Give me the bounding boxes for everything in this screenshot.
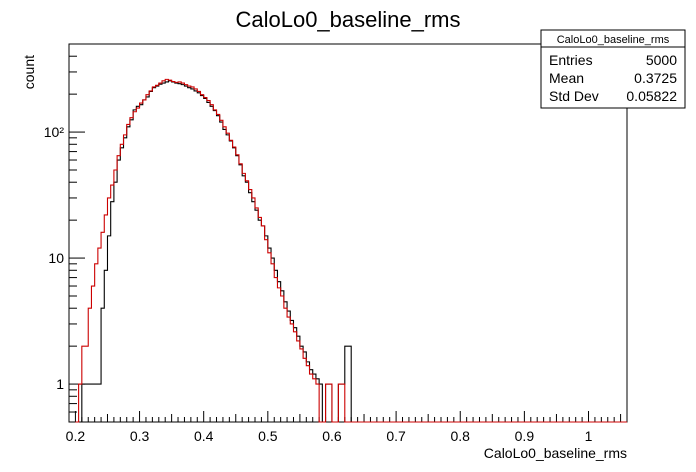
stats-box: CaloLo0_baseline_rms Entries 5000 Mean 0…	[540, 29, 686, 109]
x-tick-label: 0.8	[451, 428, 471, 444]
x-tick-label: 0.3	[130, 428, 150, 444]
y-axis: 1 10 10²	[44, 55, 85, 413]
x-tick-label: 0.2	[66, 428, 86, 444]
y-tick-label: 10²	[44, 124, 65, 140]
y-tick-label: 10	[48, 250, 64, 266]
stats-mean-value: 0.3725	[634, 70, 677, 86]
y-axis-label: count	[21, 55, 37, 89]
series-layer	[69, 78, 627, 423]
stats-stddev-label: Std Dev	[549, 88, 599, 104]
x-axis: 0.2 0.3 0.4 0.5 0.6 0.7 0.8 0.9 1	[66, 411, 628, 444]
x-tick-label: 0.4	[194, 428, 214, 444]
x-tick-label: 0.5	[258, 428, 278, 444]
stats-mean-label: Mean	[549, 70, 584, 86]
x-tick-label: 0.7	[386, 428, 406, 444]
histogram-line	[69, 80, 627, 423]
x-tick-label: 0.6	[322, 428, 342, 444]
x-axis-label: CaloLo0_baseline_rms	[484, 445, 627, 461]
histogram-series-0	[69, 80, 627, 423]
y-tick-label: 1	[56, 376, 64, 392]
x-tick-label: 0.9	[515, 428, 535, 444]
histogram-series-1	[75, 78, 627, 423]
stats-entries-value: 5000	[646, 52, 677, 68]
stats-box-frame	[540, 29, 686, 109]
stats-entries-label: Entries	[549, 52, 593, 68]
histogram-line	[75, 78, 627, 423]
stats-box-title: CaloLo0_baseline_rms	[557, 34, 670, 46]
chart-title: CaloLo0_baseline_rms	[235, 7, 460, 32]
stats-stddev-value: 0.05822	[626, 88, 677, 104]
x-tick-label: 1	[585, 428, 593, 444]
